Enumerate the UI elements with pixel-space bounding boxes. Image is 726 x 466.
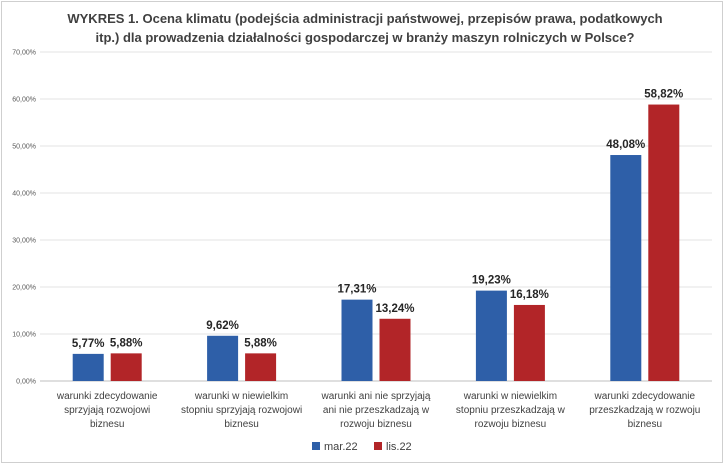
legend-label: lis.22 [386, 441, 412, 453]
bar-series-2 [379, 318, 411, 381]
data-label: 16,18% [510, 289, 549, 301]
x-category-label: stopniu sprzyjają rozwojowi [181, 405, 302, 416]
x-category-label: przeszkadzają w rozwoju [589, 405, 700, 416]
chart-title: WYKRES 1. Ocena klimatu (podejścia admin… [40, 9, 690, 47]
data-label: 48,08% [606, 139, 645, 151]
x-category-label: warunki zdecydowanie [593, 391, 695, 402]
x-category-label: warunki ani nie sprzyjają [321, 391, 431, 402]
data-label: 5,77% [72, 338, 105, 350]
data-label: 58,82% [644, 89, 683, 101]
bar-series-1 [341, 299, 373, 381]
bar-series-1 [610, 155, 642, 381]
y-tick-label: 10,00% [12, 332, 36, 339]
x-category-label: biznesu [224, 419, 258, 430]
bar-series-2 [648, 104, 680, 382]
x-category-label: warunki w niewielkim [194, 391, 288, 402]
bar-series-2 [110, 353, 142, 381]
x-category-label: sprzyjają rozwojowi [64, 405, 150, 416]
data-label: 13,24% [375, 303, 414, 315]
data-label: 9,62% [206, 320, 239, 332]
x-category-label: biznesu [628, 419, 662, 430]
y-tick-label: 70,00% [12, 50, 36, 57]
legend-label: mar.22 [324, 441, 358, 453]
x-category-label: warunki zdecydowanie [56, 391, 158, 402]
x-category-label: ani nie przeszkadzają w [323, 405, 430, 416]
y-tick-label: 20,00% [12, 285, 36, 292]
x-category-label: stopniu przeszkadzają w [456, 405, 566, 416]
y-tick-label: 50,00% [12, 144, 36, 151]
bar-series-2 [513, 304, 545, 381]
data-label: 17,31% [337, 284, 376, 296]
y-tick-label: 30,00% [12, 238, 36, 245]
bar-series-1 [72, 353, 104, 381]
bar-series-1 [475, 290, 507, 381]
bar-series-2 [245, 353, 277, 381]
x-category-label: warunki w niewielkim [463, 391, 557, 402]
x-category-label: biznesu [90, 419, 124, 430]
x-category-label: rozwoju biznesu [475, 419, 547, 430]
x-category-label: rozwoju biznesu [340, 419, 412, 430]
y-tick-label: 0,00% [16, 379, 36, 386]
data-label: 5,88% [110, 337, 143, 349]
y-tick-label: 60,00% [12, 97, 36, 104]
chart-title-line-1: WYKRES 1. Ocena klimatu (podejścia admin… [67, 11, 663, 26]
legend-swatch [312, 442, 320, 450]
bar-series-1 [207, 335, 239, 381]
y-tick-label: 40,00% [12, 191, 36, 198]
data-label: 5,88% [244, 337, 277, 349]
data-label: 19,23% [472, 275, 511, 287]
legend-swatch [374, 442, 382, 450]
chart-title-line-2: itp.) dla prowadzenia działalności gospo… [95, 30, 635, 45]
